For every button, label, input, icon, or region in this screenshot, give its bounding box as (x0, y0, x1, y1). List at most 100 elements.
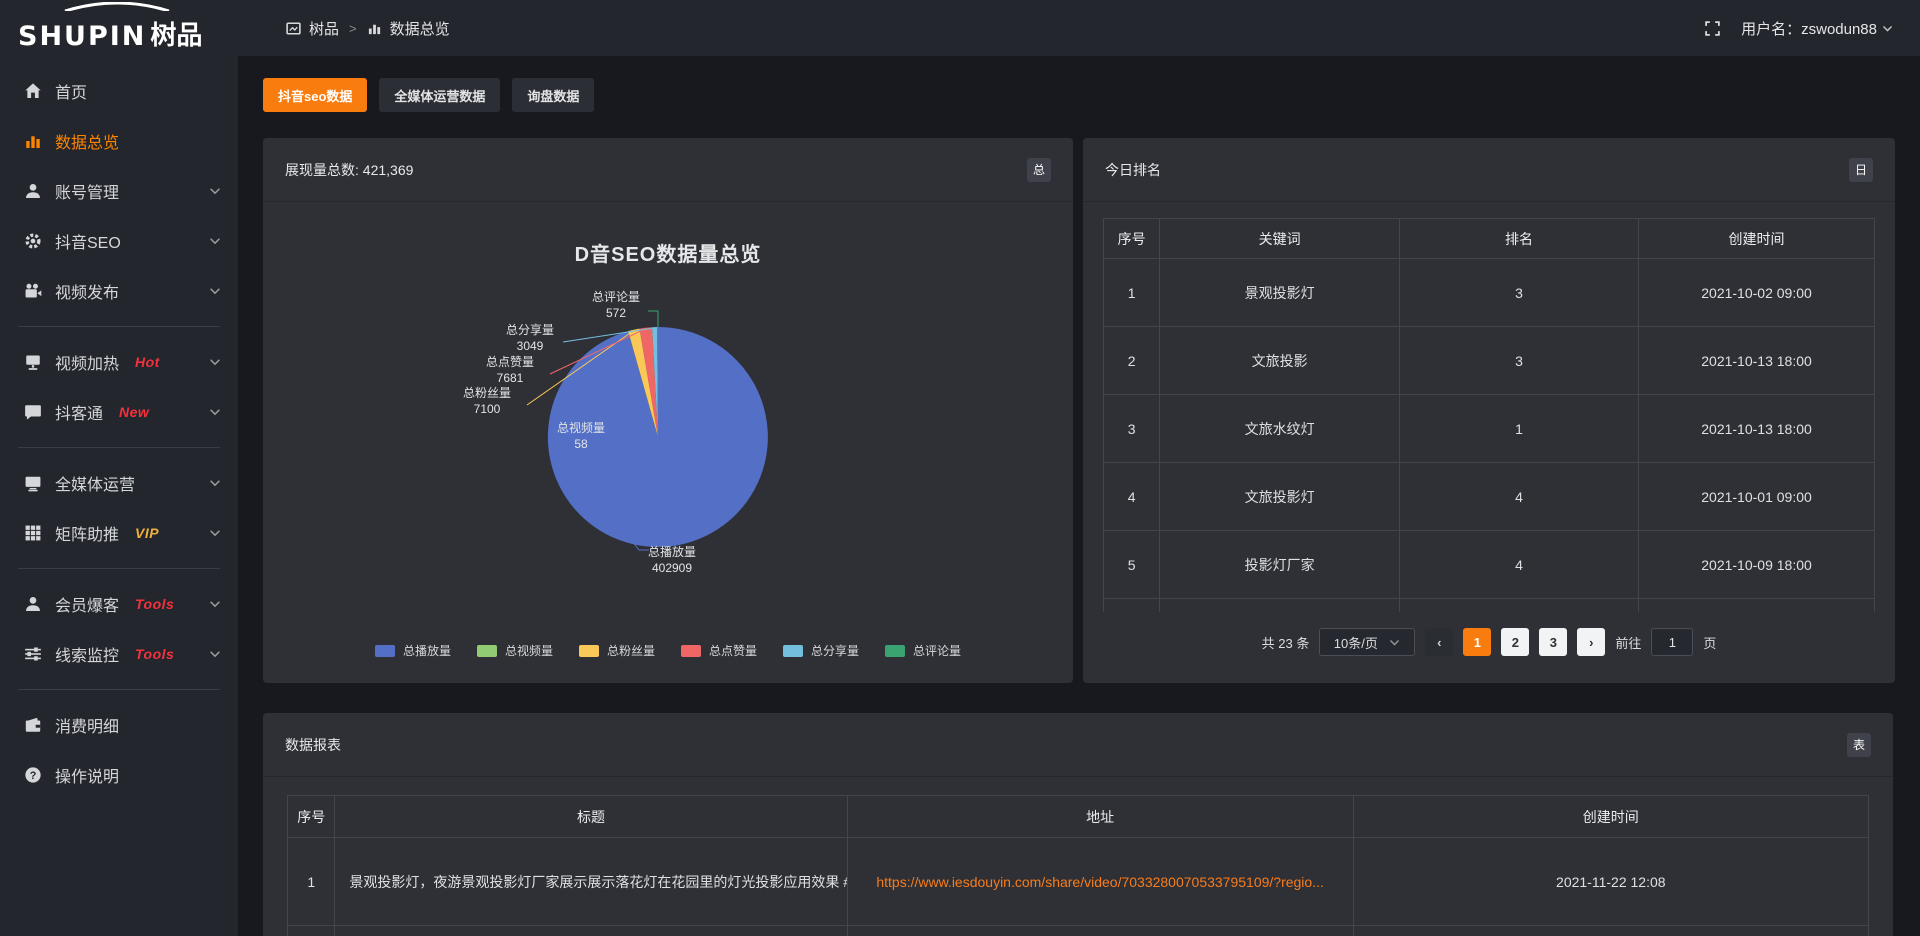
sidebar-item-label: 账号管理 (55, 185, 120, 202)
table-badge[interactable]: 表 (1847, 732, 1871, 757)
legend-item-0[interactable]: 总播放量 (374, 642, 451, 659)
table-row-clipped (286, 925, 1870, 936)
table-header-row: 序号 关键词 排名 创建时间 (1103, 218, 1875, 259)
table-cell: 2021-11-22 12:08 (1352, 837, 1870, 926)
table-row-clipped (1103, 598, 1875, 612)
today-ranking-header: 今日排名 日 (1083, 138, 1895, 202)
breadcrumb-item-current[interactable]: 数据总览 (389, 20, 450, 38)
page-button-1[interactable]: 1 (1463, 628, 1492, 656)
column-header: 序号 (1103, 218, 1161, 259)
page-size-value: 10条/页 (1333, 635, 1378, 651)
sidebar-item-7[interactable]: 全媒体运营 (0, 458, 238, 508)
legend-swatch (885, 644, 906, 657)
table-cell: 2021-10-13 18:00 (1638, 394, 1875, 463)
sidebar-item-12[interactable]: ? 操作说明 (0, 750, 238, 800)
breadcrumb-item-home[interactable]: 树品 (309, 20, 340, 38)
legend-swatch (476, 644, 497, 657)
chevron-down-icon (1881, 22, 1894, 35)
sidebar-item-label: 会员爆客 (55, 598, 120, 615)
chart-title: D音SEO数据量总览 (574, 244, 762, 266)
sidebar-badge: New (119, 404, 150, 420)
user-icon (24, 182, 42, 200)
table-cell: 1 (286, 837, 336, 926)
video-link[interactable]: https://www.iesdouyin.com/share/video/70… (876, 873, 1324, 890)
legend-swatch (578, 644, 599, 657)
sidebar-item-label: 线索监控 (55, 648, 120, 665)
pagination: 共 23 条 10条/页 ‹ 123 › 前往 页 (1083, 628, 1895, 656)
table-row: 1 景观投影灯，夜游景观投影灯厂家展示展示落花灯在花园里的灯光投影应用效果 # ht… (286, 837, 1870, 926)
sidebar-item-0[interactable]: 首页 (0, 66, 238, 116)
pie-leader-line-3 (549, 328, 646, 375)
sidebar-item-2[interactable]: 账号管理 (0, 166, 238, 216)
legend-label: 总分享量 (811, 644, 860, 658)
table-cell: 2021-10-09 18:00 (1638, 530, 1875, 599)
logo: SHUPIN 树品 (0, 0, 238, 58)
table-row: 2 文旅投影 3 2021-10-13 18:00 (1103, 326, 1875, 395)
sidebar-item-5[interactable]: 视频加热 Hot (0, 337, 238, 387)
sidebar-badge: Tools (135, 596, 175, 612)
pie-label-5: 总评论量 572 (591, 290, 640, 320)
table-cell: 4 (1103, 462, 1161, 531)
pie-label-0: 总播放量 402909 (647, 545, 696, 575)
table-cell: 景观投影灯 (1159, 258, 1401, 327)
sidebar-item-label: 视频加热 (55, 356, 120, 373)
tab-1[interactable]: 全媒体运营数据 (379, 78, 501, 112)
table-cell: 5 (1103, 530, 1161, 599)
sidebar: SHUPIN 树品 首页 数据总览账号管理抖音SEO 视频发布视频加热 Hot 抖客通 N… (0, 0, 238, 936)
sidebar-item-1[interactable]: 数据总览 (0, 116, 238, 166)
table-cell: 文旅水纹灯 (1159, 394, 1401, 463)
page-button-2[interactable]: 2 (1501, 628, 1530, 656)
pie-label-2: 总粉丝量 7100 (462, 386, 511, 416)
sidebar-item-4[interactable]: 视频发布 (0, 266, 238, 316)
screen-icon (24, 353, 42, 371)
camera-icon (24, 282, 42, 300)
chevron-down-icon (1388, 636, 1401, 649)
table-cell: 2021-10-13 18:00 (1638, 326, 1875, 395)
sidebar-item-label: 视频发布 (55, 285, 120, 302)
breadcrumb-dashboard-icon (286, 21, 301, 36)
table-cell: 3 (1399, 258, 1640, 327)
tab-bar: 抖音seo数据 全媒体运营数据 询盘数据 (263, 78, 1895, 112)
table-cell: 3 (1103, 394, 1161, 463)
sidebar-item-3[interactable]: 抖音SEO (0, 216, 238, 266)
column-header: 创建时间 (1638, 218, 1875, 259)
prev-page-button[interactable]: ‹ (1425, 628, 1454, 656)
sidebar-item-10[interactable]: 线索监控 Tools (0, 629, 238, 679)
chevron-down-icon (208, 476, 222, 490)
title-cell: 景观投影灯，夜游景观投影灯厂家展示展示落花灯在花园里的灯光投影应用效果 # (334, 837, 848, 926)
topbar-right: 用户名：zswodun88 (1704, 18, 1894, 39)
column-header: 标题 (334, 795, 848, 838)
svg-text:?: ? (30, 770, 37, 782)
chevron-down-icon (208, 234, 222, 248)
logo-arc (64, 2, 170, 11)
goto-label: 前往 (1615, 635, 1642, 651)
page-size-select[interactable]: 10条/页 (1319, 628, 1416, 656)
sidebar-item-label: 全媒体运营 (55, 477, 136, 494)
goto-page-input[interactable] (1651, 628, 1694, 656)
sidebar-item-11[interactable]: 消费明细 (0, 700, 238, 750)
page-button-3[interactable]: 3 (1539, 628, 1568, 656)
pie-slice-4 (652, 327, 658, 437)
day-badge[interactable]: 日 (1849, 157, 1873, 182)
sidebar-item-9[interactable]: 会员爆客 Tools (0, 579, 238, 629)
sidebar-item-6[interactable]: 抖客通 New (0, 387, 238, 437)
next-page-button[interactable]: › (1577, 628, 1606, 656)
sidebar-badge: VIP (135, 525, 160, 541)
pie-label-3: 总点赞量 7681 (485, 355, 534, 385)
user-menu[interactable]: 用户名：zswodun88 (1741, 18, 1894, 39)
legend-item-3[interactable]: 总点赞量 (681, 642, 757, 659)
sidebar-item-8[interactable]: 矩阵助推 VIP (0, 508, 238, 558)
fullscreen-icon[interactable] (1704, 20, 1721, 37)
legend-item-2[interactable]: 总粉丝量 (578, 642, 655, 659)
tab-0[interactable]: 抖音seo数据 (263, 78, 368, 112)
legend-item-4[interactable]: 总分享量 (783, 642, 859, 659)
sidebar-badge: Hot (135, 354, 160, 370)
legend-item-5[interactable]: 总评论量 (885, 642, 961, 659)
logo-text-cn: 树品 (150, 20, 203, 50)
total-badge[interactable]: 总 (1027, 157, 1051, 182)
tab-2[interactable]: 询盘数据 (512, 78, 595, 112)
chevron-down-icon (208, 405, 222, 419)
legend-item-1[interactable]: 总视频量 (476, 642, 553, 659)
chart-legend: 总播放量 总视频量 总粉丝量 总点赞量 总分享量 总评论量 (263, 642, 1073, 659)
